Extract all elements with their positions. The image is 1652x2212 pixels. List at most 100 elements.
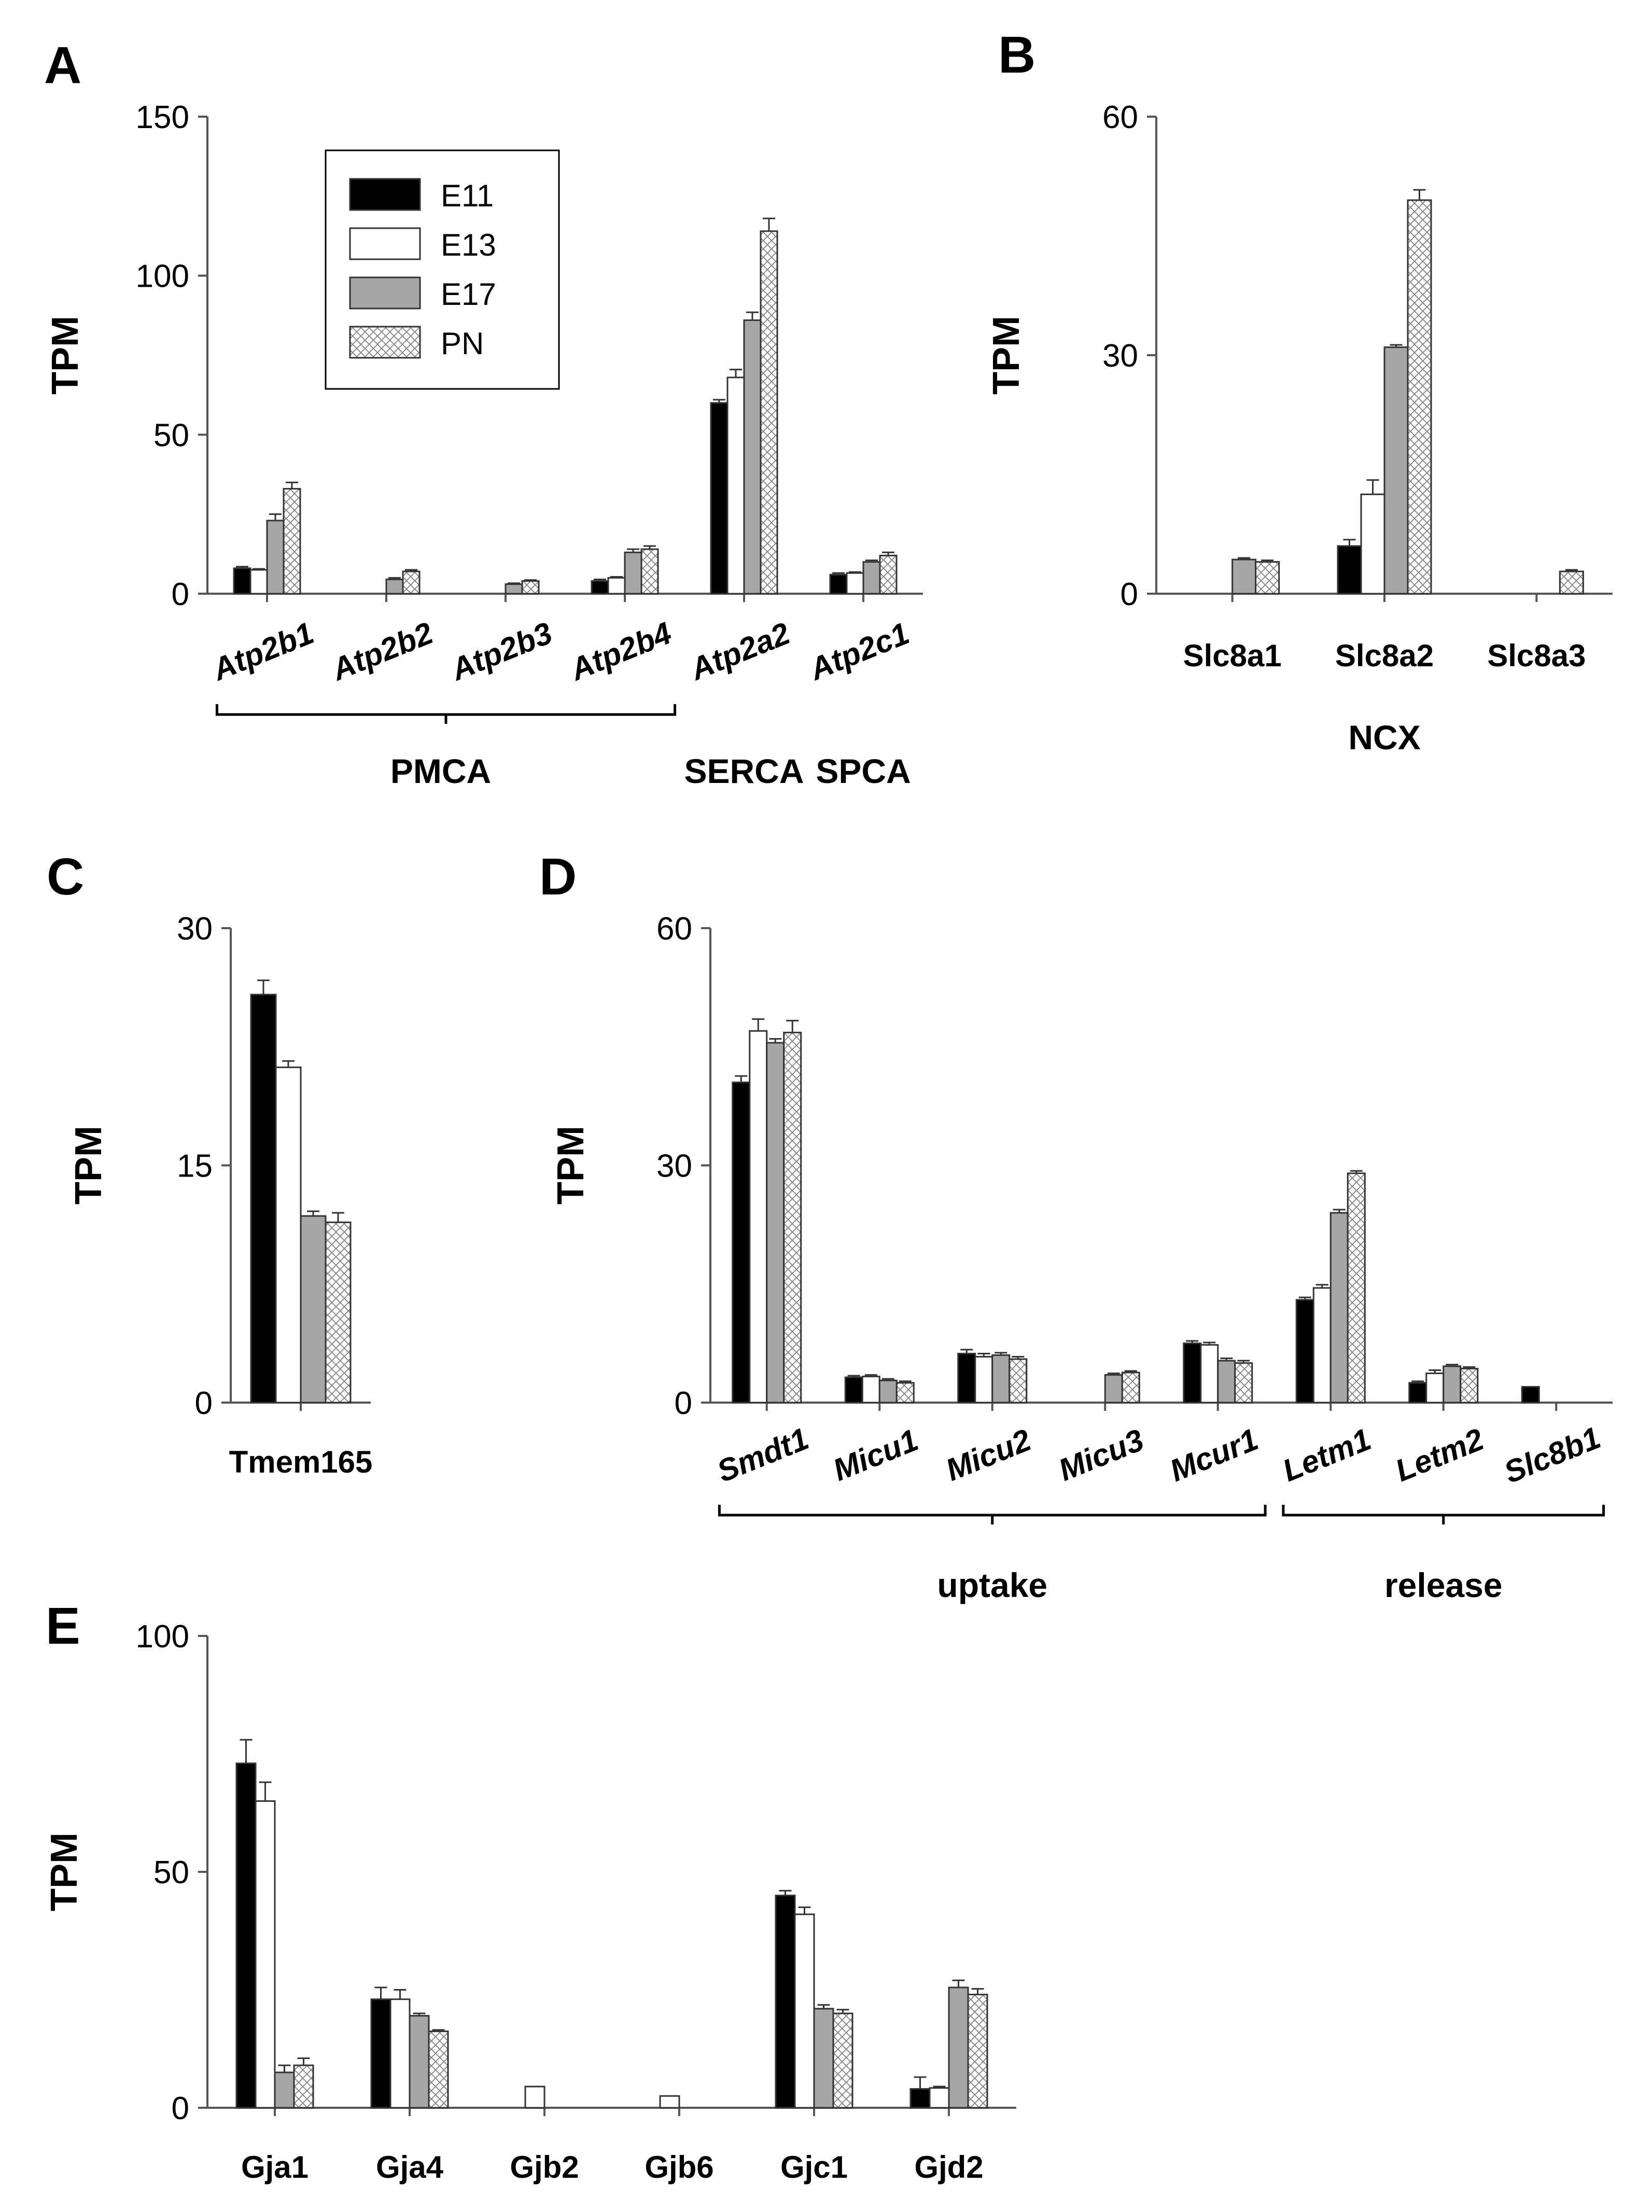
panel-b-y-label: TPM xyxy=(986,316,1027,395)
panel-c-error-bar-e17-tmem165 xyxy=(307,1210,319,1216)
panel-c-category-label: Tmem165 xyxy=(229,1445,373,1479)
panel-a-y-tick-label: 150 xyxy=(136,100,189,135)
panel-d-y-tick-label: 60 xyxy=(656,911,692,947)
panel-d-y-label: TPM xyxy=(550,1126,592,1205)
panel-d-bar-e11-slc8b1 xyxy=(1521,1386,1540,1404)
panel-d-bar-pn-letm2 xyxy=(1460,1367,1479,1404)
panel-b-error-bar-e17-slc8a1 xyxy=(1238,557,1251,560)
panel-a-error-bar-pn-atp2b4 xyxy=(643,545,656,550)
panel-d-bar-pn-mcur1 xyxy=(1234,1362,1253,1404)
panel-e-error-bar-pn-gjd2 xyxy=(971,1988,984,1995)
panel-a-group-label: SERCA xyxy=(684,752,804,790)
panel-a-bar-e13-atp2c1 xyxy=(846,572,864,595)
panel-b-error-bar-pn-slc8a1 xyxy=(1261,559,1274,562)
panel-d-error-bar-pn-micu3 xyxy=(1124,1370,1137,1373)
panel-d-chart: 0 30 60 TPM Smdt1 Micu1 Micu2 Micu3 Mcur1 Letm1 Le… xyxy=(550,911,1613,1604)
panel-e-error-bar-e11-gja1 xyxy=(240,1739,253,1763)
panel-a-error-bar-e11-atp2c1 xyxy=(832,572,845,575)
panel-a-y-tick-label: 100 xyxy=(136,259,189,295)
panel-e-category-label: Gjb2 xyxy=(510,2150,579,2185)
panel-a-error-bar-e11-atp2b1 xyxy=(236,566,248,568)
panel-d-bar-e17-letm2 xyxy=(1443,1365,1462,1404)
legend-swatch-e13 xyxy=(349,227,421,260)
panel-d-category-label: Smdt1 xyxy=(712,1421,814,1489)
panel-d-error-bar-e17-letm1 xyxy=(1333,1209,1346,1213)
panel-e-bar-e11-gja4 xyxy=(370,1998,391,2109)
panel-a-error-bar-e17-atp2a2 xyxy=(746,311,759,320)
panel-b-bar-pn-slc8a3 xyxy=(1559,570,1584,595)
panel-d-error-bar-e13-micu2 xyxy=(977,1352,990,1357)
panel-a-error-bar-pn-atp2c1 xyxy=(882,551,894,556)
panel-d-error-bar-e17-smdt1 xyxy=(769,1038,782,1043)
panel-b-group-label: NCX xyxy=(1348,718,1420,757)
panel-d-error-bar-pn-smdt1 xyxy=(786,1019,799,1033)
panel-e-bar-e13-gjc1 xyxy=(794,1913,815,2109)
panel-e-bar-e13-gja4 xyxy=(389,1998,411,2109)
panel-a-error-bar-e11-atp2b4 xyxy=(594,578,606,581)
panel-e-error-bar-e13-gja4 xyxy=(394,1989,407,1999)
panel-e-bar-e11-gja1 xyxy=(235,1762,257,2109)
panel-d-category-label: Micu3 xyxy=(1054,1422,1149,1488)
panel-d-error-bar-e17-micu3 xyxy=(1107,1373,1120,1375)
panel-a-error-bar-e13-atp2b1 xyxy=(253,568,265,570)
panel-a-bar-e11-atp2c1 xyxy=(829,573,848,595)
panel-d-category-label: Mcur1 xyxy=(1165,1422,1263,1488)
panel-d-bar-e11-micu2 xyxy=(957,1352,976,1404)
panel-d-error-bar-e13-letm1 xyxy=(1315,1284,1328,1288)
panel-a-bar-e13-atp2b4 xyxy=(607,577,626,595)
panel-d-category-label: Letm2 xyxy=(1391,1422,1489,1488)
panel-a-bar-pn-atp2a2 xyxy=(760,230,778,595)
panel-e-error-bar-e17-gjd2 xyxy=(952,1979,965,1987)
legend-swatch-e11 xyxy=(349,178,421,211)
panel-e-category-label: Gja4 xyxy=(376,2150,444,2185)
panel-d-bar-e17-micu3 xyxy=(1104,1374,1123,1404)
panel-d-bar-pn-letm1 xyxy=(1347,1172,1366,1404)
panel-e-y-label: TPM xyxy=(44,1832,85,1911)
panel-e-y-tick-label: 50 xyxy=(153,1855,189,1891)
panel-b-bar-pn-slc8a2 xyxy=(1407,199,1432,595)
panel-e-error-bar-pn-gja4 xyxy=(432,2029,445,2032)
panel-a-bar-e17-atp2b1 xyxy=(266,520,285,595)
panel-d-error-bar-pn-mcur1 xyxy=(1237,1360,1250,1363)
panel-d-error-bar-e13-mcur1 xyxy=(1203,1341,1216,1345)
panel-e-bar-pn-gjc1 xyxy=(832,2012,853,2109)
panel-b-error-bar-e13-slc8a2 xyxy=(1366,479,1379,495)
panel-e-error-bar-e17-gja1 xyxy=(278,2064,291,2073)
panel-label-d: D xyxy=(539,848,577,906)
panel-e-bar-e17-gja4 xyxy=(409,2015,430,2109)
panel-a-category-label: Atp2b4 xyxy=(565,615,677,688)
panel-c-y-tick-label: 15 xyxy=(177,1149,213,1184)
panel-e-error-bar-e17-gja4 xyxy=(413,2012,426,2016)
panel-b-y-tick-label: 60 xyxy=(1102,100,1138,135)
panel-d-bar-e11-mcur1 xyxy=(1183,1342,1202,1404)
panel-b-bar-e17-slc8a1 xyxy=(1231,558,1257,595)
panel-d-error-bar-pn-letm2 xyxy=(1463,1366,1476,1369)
panel-e-bar-pn-gja1 xyxy=(293,2064,314,2109)
panel-e-error-bar-e13-gja1 xyxy=(259,1781,272,1801)
panel-a-bar-pn-atp2b1 xyxy=(283,488,301,595)
panel-d-category-label: Letm1 xyxy=(1278,1422,1376,1488)
panel-d-error-bar-e17-micu2 xyxy=(995,1352,1007,1355)
panel-b-bar-pn-slc8a1 xyxy=(1255,561,1280,595)
panel-e-error-bar-e11-gjc1 xyxy=(779,1889,792,1896)
panel-d-group-bracket xyxy=(718,1505,1267,1524)
panel-d-bar-e13-mcur1 xyxy=(1200,1344,1219,1404)
panel-a-category-label: Atp2b3 xyxy=(445,615,557,688)
panel-c-error-bar-e11-tmem165 xyxy=(257,979,270,995)
panel-a-bar-e17-atp2b3 xyxy=(505,583,523,595)
panel-label-b: B xyxy=(998,26,1035,84)
panel-a-bar-e17-atp2b2 xyxy=(385,578,404,595)
panel-d-error-bar-e13-smdt1 xyxy=(752,1018,765,1031)
panel-a-bar-e11-atp2b1 xyxy=(233,567,251,595)
panel-e-bar-e13-gjd2 xyxy=(929,2087,950,2109)
panel-d-bar-pn-smdt1 xyxy=(783,1031,802,1404)
panel-e-error-bar-e13-gjd2 xyxy=(933,2085,946,2088)
panel-b-bar-e11-slc8a2 xyxy=(1337,545,1362,595)
panel-d-bar-e11-letm1 xyxy=(1295,1299,1314,1404)
panel-d-bar-pn-micu2 xyxy=(1009,1358,1028,1404)
panel-a-error-bar-e13-atp2a2 xyxy=(730,369,742,377)
panel-b-category-label: Slc8a2 xyxy=(1335,638,1434,673)
panel-d-error-bar-pn-letm1 xyxy=(1350,1170,1363,1173)
panel-e-bar-pn-gjd2 xyxy=(967,1994,988,2109)
legend-label-e13: E13 xyxy=(441,228,496,262)
